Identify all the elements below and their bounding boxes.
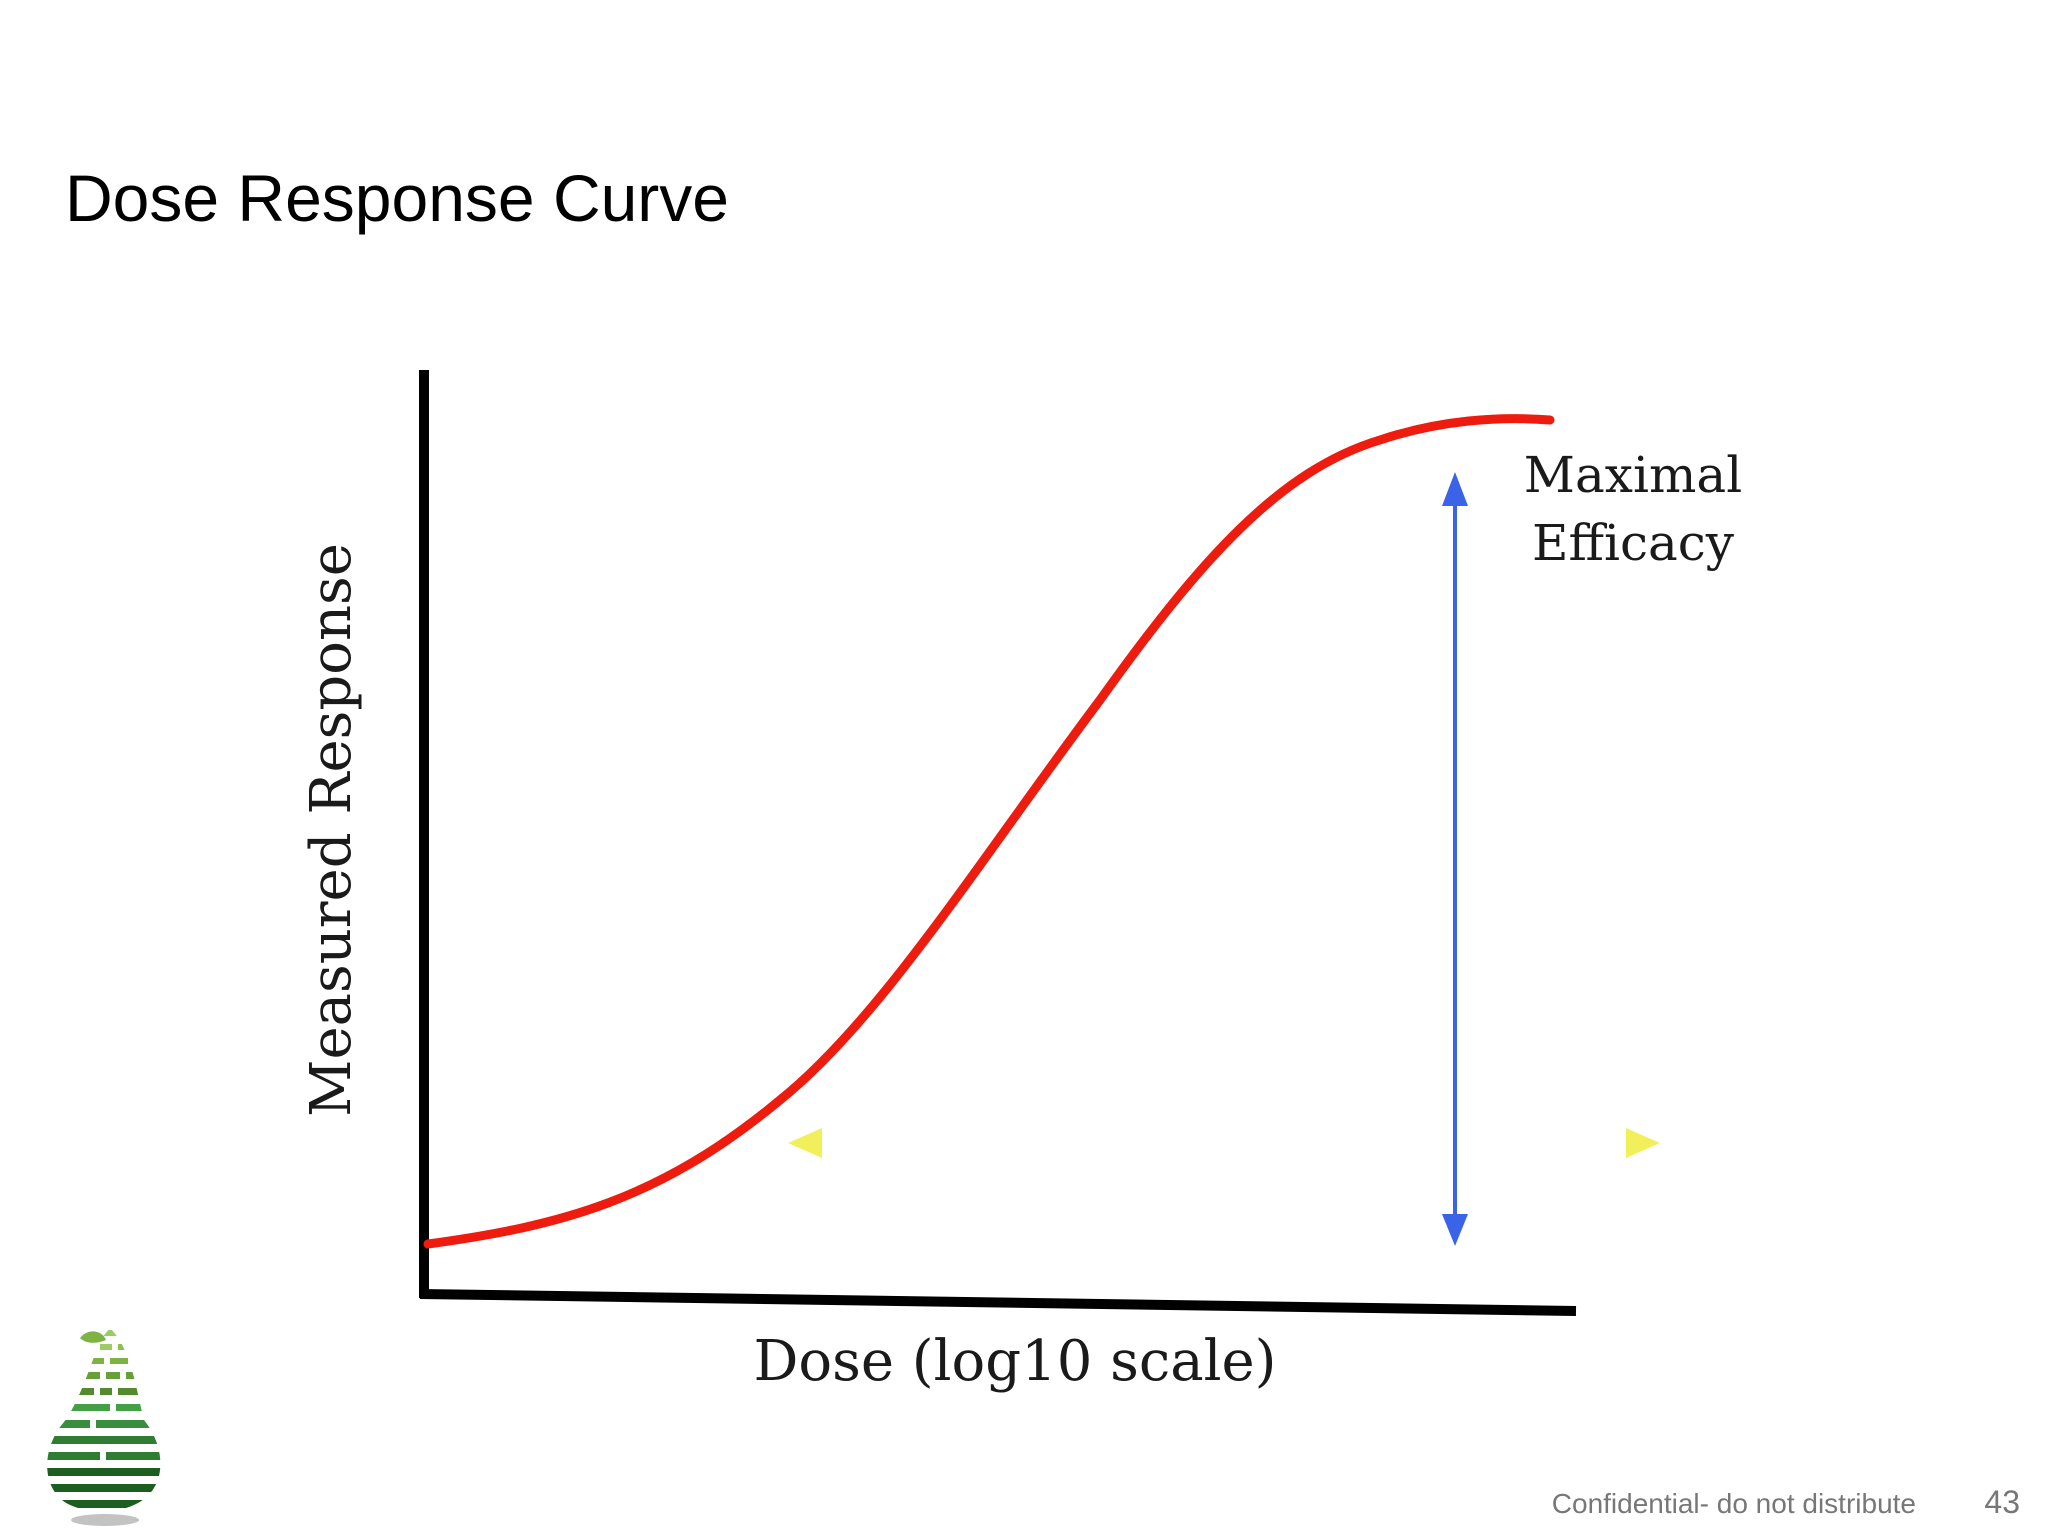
annotation-efficacy: Efficacy: [1532, 514, 1735, 572]
dose-response-curve: [423, 414, 1555, 1249]
x-axis-label: Dose (log10 scale): [753, 1329, 1276, 1394]
slide-number: 43: [1984, 1484, 2020, 1520]
x-axis-line: [419, 1289, 1577, 1316]
pear-logo-icon: [47, 1330, 161, 1526]
confidential-footer: Confidential- do not distribute: [1551, 1488, 1916, 1519]
efficacy-arrow: [1442, 472, 1468, 1246]
slide-title: Dose Response Curve: [65, 161, 729, 235]
y-axis-label: Measured Response: [299, 543, 364, 1117]
annotation-maximal: Maximal: [1524, 446, 1742, 504]
potency-arrow: [788, 1128, 1660, 1158]
